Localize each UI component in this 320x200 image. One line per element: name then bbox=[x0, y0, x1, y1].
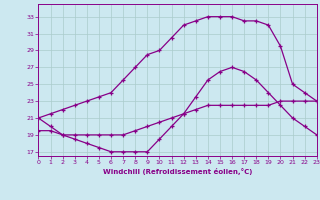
X-axis label: Windchill (Refroidissement éolien,°C): Windchill (Refroidissement éolien,°C) bbox=[103, 168, 252, 175]
